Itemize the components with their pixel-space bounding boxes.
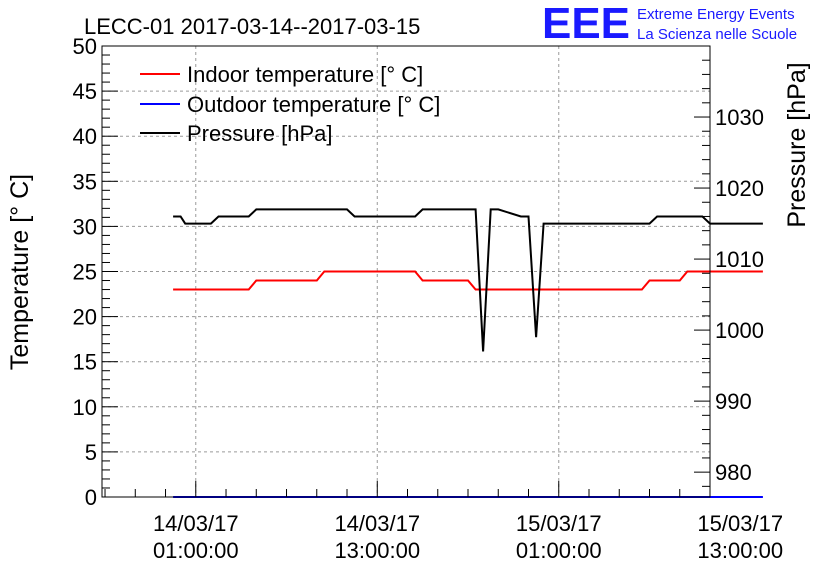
x-tick-label-date: 14/03/17 xyxy=(153,511,239,536)
logo-mark: EEE xyxy=(542,0,630,48)
y-tick-label: 45 xyxy=(73,79,97,104)
grid xyxy=(102,46,710,497)
y2-tick-label: 980 xyxy=(715,460,752,485)
series-layer xyxy=(173,208,763,498)
y-tick-label: 20 xyxy=(73,305,97,330)
y2-tick-label: 1000 xyxy=(715,318,764,343)
x-tick-label-date: 15/03/17 xyxy=(516,511,602,536)
logo-line1: Extreme Energy Events xyxy=(637,6,795,23)
chart-title: LECC-01 2017-03-14--2017-03-15 xyxy=(84,14,420,39)
x-tick-label-time: 01:00:00 xyxy=(153,538,239,563)
ticks-layer: 0 5 10 15 20 25 30 35 40 45 50 980 990 1000 1010 1020 10… xyxy=(73,34,784,563)
legend: Indoor temperature [° C] Outdoor tempera… xyxy=(140,62,440,146)
series-line-2 xyxy=(173,208,763,352)
logo-line2: La Scienza nelle Scuole xyxy=(637,26,797,43)
series-line-0 xyxy=(173,270,763,291)
y-tick-label: 35 xyxy=(73,169,97,194)
legend-label-pressure: Pressure [hPa] xyxy=(187,121,333,146)
y-tick-label: 5 xyxy=(85,440,97,465)
y-tick-label: 30 xyxy=(73,214,97,239)
y-axis-label: Temperature [° C] xyxy=(6,174,34,370)
y-tick-label: 15 xyxy=(73,350,97,375)
legend-label-outdoor: Outdoor temperature [° C] xyxy=(187,92,440,117)
x-tick-label-time: 13:00:00 xyxy=(697,538,783,563)
y-tick-label: 25 xyxy=(73,260,97,285)
y2-axis-label: Pressure [hPa] xyxy=(783,62,811,227)
y-tick-label: 0 xyxy=(85,485,97,510)
x-tick-label-time: 01:00:00 xyxy=(516,538,602,563)
x-tick-label-date: 14/03/17 xyxy=(334,511,420,536)
x-tick-label-date: 15/03/17 xyxy=(697,511,783,536)
y2-tick-label: 1020 xyxy=(715,176,764,201)
eee-logo: EEE Extreme Energy Events La Scienza nel… xyxy=(542,0,797,48)
y2-tick-label: 990 xyxy=(715,389,752,414)
y-tick-label: 50 xyxy=(73,34,97,59)
y2-tick-label: 1010 xyxy=(715,247,764,272)
y-tick-label: 40 xyxy=(73,124,97,149)
y-tick-label: 10 xyxy=(73,395,97,420)
legend-label-indoor: Indoor temperature [° C] xyxy=(187,62,423,87)
x-tick-label-time: 13:00:00 xyxy=(334,538,420,563)
y2-tick-label: 1030 xyxy=(715,105,764,130)
